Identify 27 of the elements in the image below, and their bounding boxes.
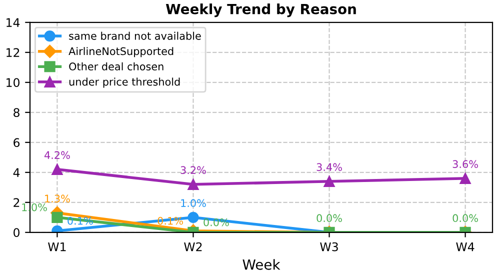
- y-tick-label: 8: [14, 108, 20, 118]
- x-tick-label: W1: [48, 242, 66, 252]
- x-tick-label: W2: [184, 242, 202, 252]
- data-label: 0.1%: [158, 216, 183, 225]
- y-tick-label: 12: [6, 48, 20, 57]
- data-label: 0.0%: [316, 214, 342, 222]
- data-label: 1.0%: [181, 199, 206, 208]
- y-tick-label: 4: [13, 168, 20, 177]
- data-label: 1.3%: [45, 194, 70, 203]
- legend-label: AirlineNotSupported: [68, 47, 174, 58]
- data-label: 4.2%: [44, 151, 70, 160]
- y-tick-label: 14: [6, 18, 20, 27]
- x-axis-title: Week: [242, 259, 280, 270]
- y-tick-label: 10: [6, 78, 20, 88]
- data-label: 3.2%: [180, 166, 206, 174]
- y-tick-label: 0: [14, 228, 20, 238]
- y-tick-label: 6: [14, 138, 20, 148]
- legend-label: same brand not available: [69, 32, 201, 40]
- legend-label: Other deal chosen: [69, 62, 164, 70]
- legend-label: under price threshold: [69, 78, 180, 88]
- data-label: 3.4%: [316, 163, 342, 172]
- x-tick-label: W4: [456, 242, 474, 252]
- data-label: 0.0%: [452, 214, 478, 222]
- y-tick-label: 2: [14, 198, 20, 207]
- data-label: 3.6%: [452, 160, 478, 168]
- x-tick-label: W3: [320, 242, 338, 252]
- chart-title: Weekly Trend by Reason: [166, 4, 356, 18]
